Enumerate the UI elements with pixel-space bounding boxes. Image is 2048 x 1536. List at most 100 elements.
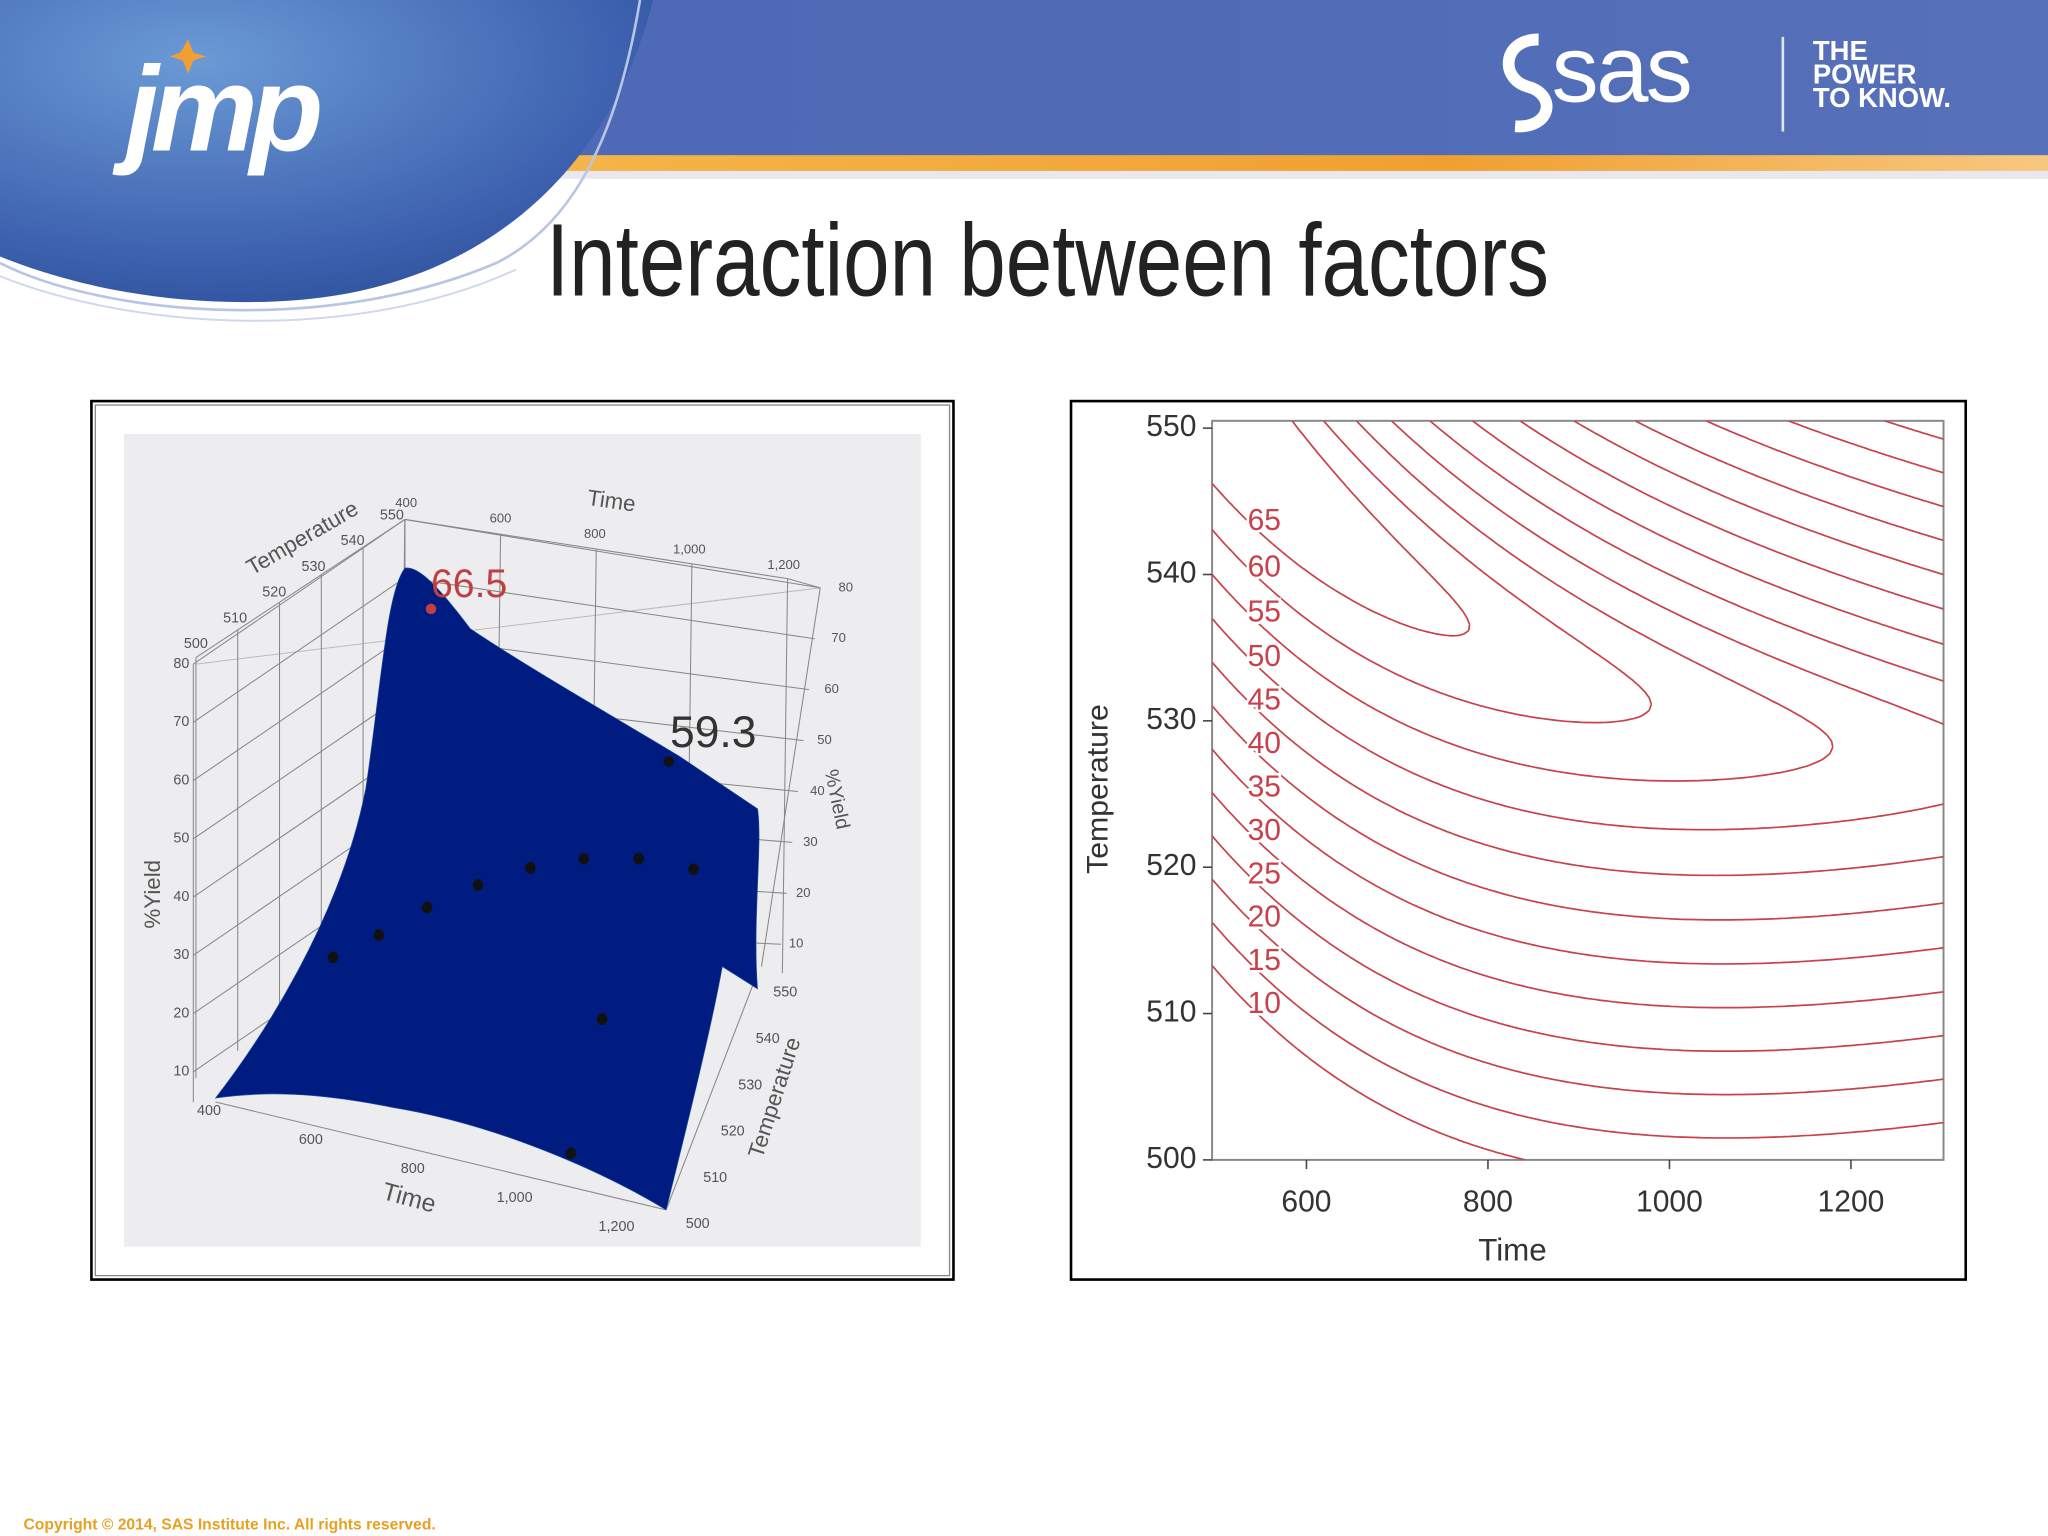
contour-line xyxy=(1212,420,1944,1139)
contour-chart: 600 800 1000 1200 500 510 520 530 540 550 Time Temp… xyxy=(1082,410,1944,1267)
z-tick-label: 50 xyxy=(173,831,189,847)
contour-line xyxy=(1212,420,1944,877)
y-tick-label: 540 xyxy=(756,1031,780,1047)
z-tick-label: 40 xyxy=(173,889,189,905)
x-tick-label: 800 xyxy=(1463,1185,1513,1218)
y-tick-label: 530 xyxy=(301,559,325,575)
contour-label: 20 xyxy=(1248,901,1281,934)
contour-line xyxy=(1212,420,1944,921)
x-tick-label: 800 xyxy=(401,1161,425,1177)
contour-line xyxy=(1212,420,1944,1096)
x-tick-label: 400 xyxy=(197,1103,221,1119)
z-tick-label: 40 xyxy=(810,783,825,798)
y-tick-label: 550 xyxy=(773,985,797,1001)
contour-label: 15 xyxy=(1248,944,1281,977)
logo-star xyxy=(169,39,207,74)
annotation-marker xyxy=(425,603,437,615)
y-tick-label: 550 xyxy=(1146,410,1196,443)
x-tick-label: 600 xyxy=(490,511,512,526)
plot-area xyxy=(1211,419,1945,1161)
design-point xyxy=(327,951,339,964)
contour-lines xyxy=(1212,420,1944,1160)
contour-label: 60 xyxy=(1248,551,1281,584)
axis-line xyxy=(760,587,821,967)
response-surface xyxy=(214,567,760,1211)
design-point xyxy=(525,862,536,874)
swoosh-line xyxy=(0,268,517,322)
x-tick-label: 600 xyxy=(299,1132,323,1148)
design-point xyxy=(373,929,384,941)
axis-line xyxy=(195,587,821,665)
annotation: 59.3 xyxy=(670,708,756,757)
z-tick-label: 60 xyxy=(173,772,189,788)
y-tick-label: 540 xyxy=(341,533,365,549)
contour-line xyxy=(1212,420,1944,1009)
jmp-logo: jmp xyxy=(112,41,319,176)
y-tick-label: 500 xyxy=(1146,1142,1196,1175)
tagline: POWER xyxy=(1813,58,1917,89)
contour-label: 50 xyxy=(1248,640,1281,673)
contour-line xyxy=(1212,420,1944,1160)
y-tick-label: 510 xyxy=(223,610,247,626)
y-tick-label: 520 xyxy=(262,585,286,601)
y-tick-label: 550 xyxy=(380,507,404,523)
chart-frame-inner xyxy=(94,404,951,1277)
grid-line xyxy=(193,519,406,665)
z-tick-label: 10 xyxy=(173,1064,189,1080)
z-tick-label: 10 xyxy=(789,936,804,951)
annotation-marker xyxy=(663,756,674,767)
z-tick-label: 20 xyxy=(173,1005,189,1021)
contour-line xyxy=(1212,420,1944,1052)
annotation: 66.5 xyxy=(431,562,507,606)
z-tick-label: 50 xyxy=(817,732,832,747)
contour-label: 65 xyxy=(1248,504,1281,537)
grid-line xyxy=(404,577,815,640)
grid-line xyxy=(404,518,821,589)
axis-line xyxy=(787,578,821,589)
y-tick-label: 520 xyxy=(721,1124,745,1140)
y-tick-label: 510 xyxy=(703,1170,727,1186)
x-tick-label: 1,000 xyxy=(497,1190,533,1206)
contour-line xyxy=(1212,420,1944,831)
x-tick-label: 400 xyxy=(395,495,417,510)
contour-label: 40 xyxy=(1248,727,1281,760)
axis-line xyxy=(665,979,756,1211)
contour-line xyxy=(1212,420,1944,965)
x-tick-label: 1200 xyxy=(1818,1185,1885,1218)
contour-line xyxy=(1212,420,1834,782)
x-tick-label: 1000 xyxy=(1636,1185,1703,1218)
contour-label: 55 xyxy=(1248,596,1281,629)
y-tick-label: 530 xyxy=(1146,703,1196,736)
axis-line xyxy=(195,519,406,658)
design-point xyxy=(688,863,699,876)
x-tick-label: 800 xyxy=(584,526,606,541)
x-tick-label: 600 xyxy=(1281,1185,1331,1218)
axis-line xyxy=(215,1101,667,1211)
tagline: THE xyxy=(1813,35,1868,66)
y-tick-label: 520 xyxy=(1146,849,1196,882)
logo-swoosh xyxy=(0,0,654,303)
swoosh-line xyxy=(0,0,642,312)
z-axis-title: %Yield xyxy=(140,860,165,929)
contour-line xyxy=(1212,420,1471,637)
z-tick-label: 80 xyxy=(839,579,854,594)
x-axis-title: Time xyxy=(1478,1232,1546,1267)
grid-line xyxy=(193,693,406,840)
x-tick-label: 1,200 xyxy=(599,1219,635,1235)
z-tick-label: 70 xyxy=(173,714,189,730)
y-axis-title: Temperature xyxy=(1082,704,1115,874)
sas-swirl xyxy=(1502,33,1553,133)
design-point xyxy=(578,852,590,865)
y-tick-label: 500 xyxy=(184,636,208,652)
y-tick-label: 500 xyxy=(686,1216,710,1232)
copyright: Copyright © 2014, SAS Institute Inc. All… xyxy=(24,1517,436,1534)
design-point xyxy=(421,901,433,914)
contour-label: 10 xyxy=(1248,987,1281,1020)
y-tick-label: 510 xyxy=(1146,995,1196,1028)
x-tick-label: 1,000 xyxy=(673,541,706,556)
header-shadow xyxy=(548,170,2048,179)
slide-title: Interaction between factors xyxy=(546,202,1549,317)
grid-line xyxy=(193,577,406,723)
